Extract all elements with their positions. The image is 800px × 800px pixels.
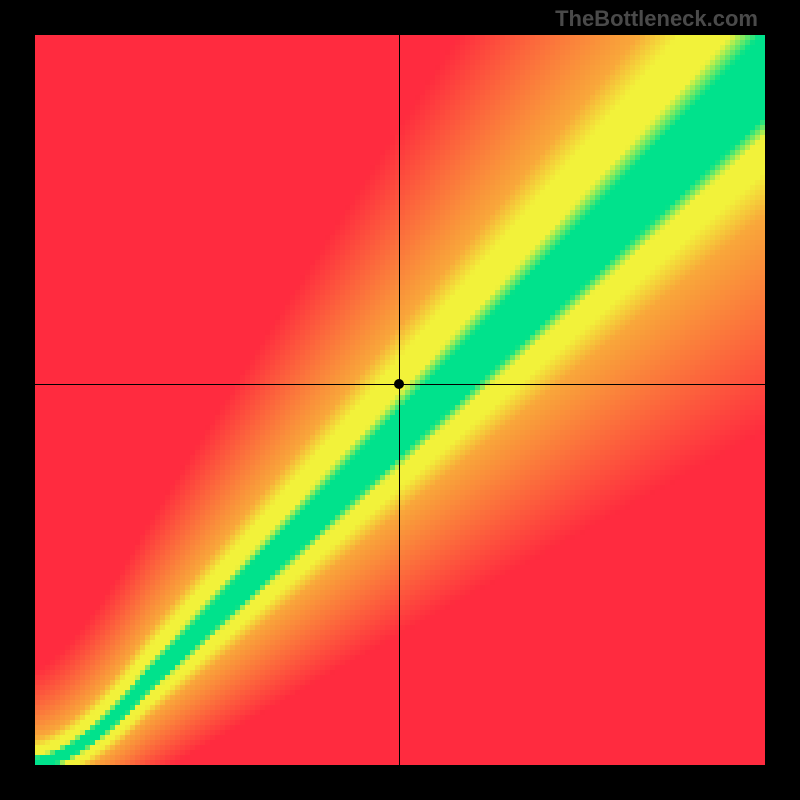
watermark-text: TheBottleneck.com xyxy=(555,6,758,32)
heatmap-plot-area xyxy=(35,35,765,765)
heatmap-canvas xyxy=(35,35,765,765)
crosshair-marker xyxy=(394,379,404,389)
crosshair-vertical xyxy=(399,35,400,765)
